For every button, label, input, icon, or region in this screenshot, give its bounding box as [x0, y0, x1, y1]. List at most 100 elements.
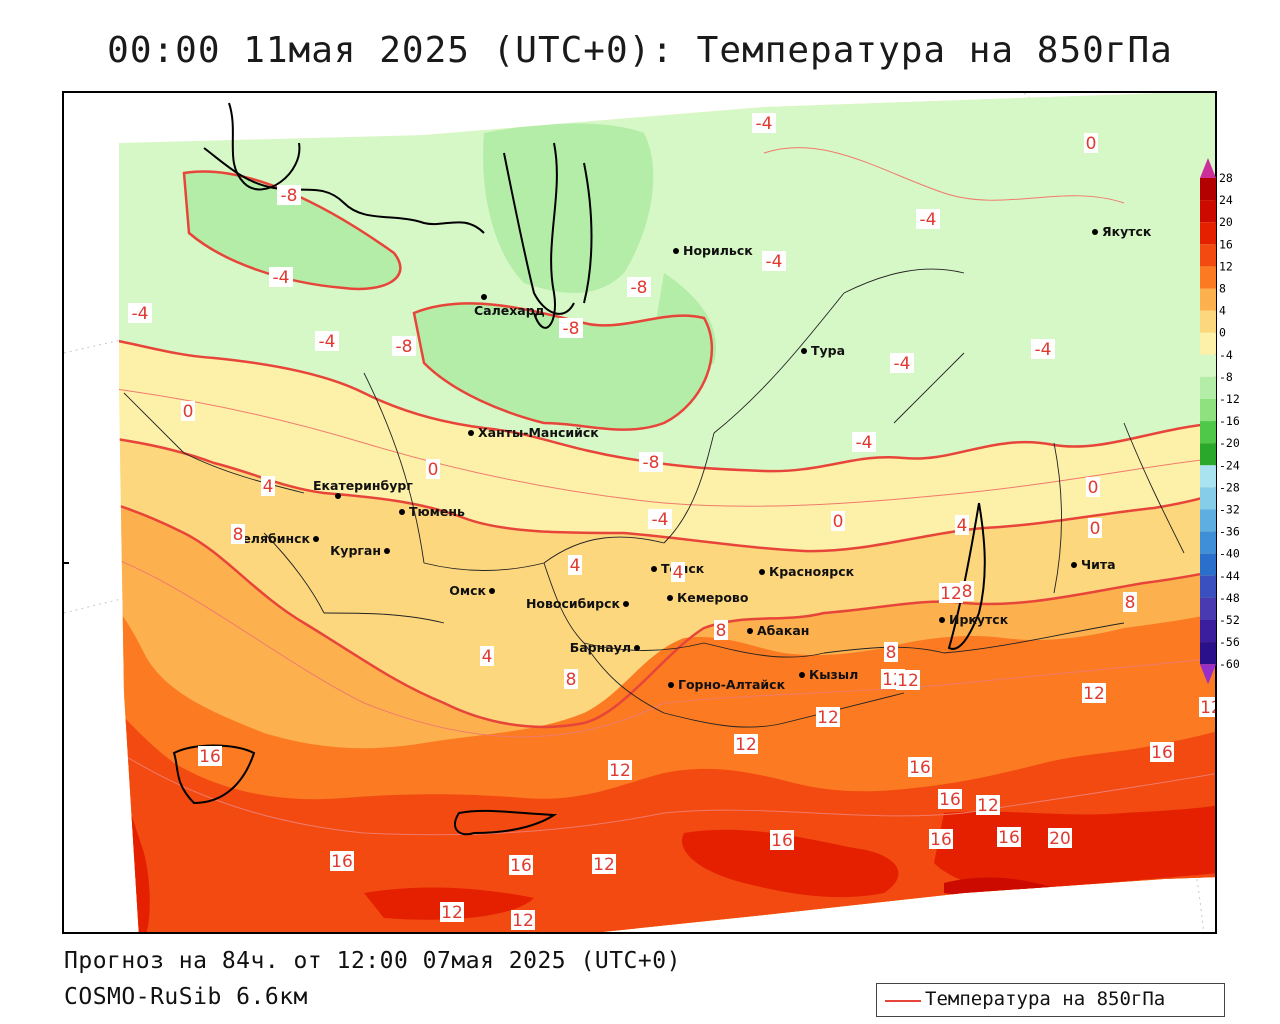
contour-value-label: 4	[671, 562, 685, 583]
contour-value-label: 12	[608, 760, 632, 781]
colorbar-tick-label: 28	[1219, 171, 1233, 185]
svg-text:-4: -4	[319, 332, 336, 352]
contour-value-label: 4	[261, 476, 275, 497]
city-marker: Норильск	[673, 243, 753, 258]
contour-value-label: 16	[997, 827, 1021, 848]
city-marker: Горно-Алтайск	[668, 677, 786, 692]
svg-text:12: 12	[1200, 698, 1217, 718]
svg-text:4: 4	[263, 477, 274, 497]
contour-value-label: 12	[1082, 683, 1106, 704]
city-marker: Якутск	[1092, 224, 1152, 239]
contour-value-label: 12	[1199, 697, 1217, 718]
svg-text:0: 0	[1090, 519, 1101, 539]
legend-label: Температура на 850гПа	[925, 988, 1166, 1010]
contour-value-label: 4	[955, 515, 969, 536]
temperature-map[interactable]: Норильск Якутск Салехард Тура Ханты-Мансийск…	[62, 91, 1217, 934]
svg-text:12: 12	[441, 903, 463, 923]
colorbar-box	[1200, 200, 1216, 223]
contour-value-label: -8	[639, 452, 663, 473]
city-label: Курган	[330, 543, 381, 558]
colorbar-box	[1200, 421, 1216, 444]
svg-text:8: 8	[716, 621, 727, 641]
svg-text:8: 8	[962, 582, 973, 602]
svg-text:-8: -8	[396, 337, 413, 357]
svg-text:16: 16	[771, 831, 793, 851]
colorbar-tick-label: -20	[1219, 436, 1240, 450]
colorbar-box	[1200, 178, 1216, 201]
colorbar-tick-label: -40	[1219, 547, 1240, 561]
svg-text:12: 12	[1083, 684, 1105, 704]
contour-value-label: 0	[1084, 133, 1098, 154]
colorbar: 28 24 20 16 12 8 4 0 -4 -8 -12 -16 -20 -24 -28 -32 -36 -4…	[1200, 158, 1240, 685]
svg-text:12: 12	[817, 708, 839, 728]
city-dot	[384, 548, 390, 554]
contour-value-label: 16	[929, 829, 953, 850]
city-dot	[313, 536, 319, 542]
contour-value-label: 20	[1048, 828, 1072, 849]
colorbar-box	[1200, 642, 1216, 665]
city-label: Кемерово	[677, 590, 749, 605]
colorbar-box	[1200, 575, 1216, 598]
svg-text:8: 8	[1125, 593, 1136, 613]
contour-value-label: 4	[568, 555, 582, 576]
city-dot	[939, 617, 945, 623]
colorbar-tick-label: -16	[1219, 414, 1240, 428]
contour-value-label: 12	[939, 583, 963, 604]
svg-text:12: 12	[977, 796, 999, 816]
colorbar-box	[1200, 509, 1216, 532]
svg-text:4: 4	[957, 516, 968, 536]
contour-value-label: -4	[916, 209, 940, 230]
contour-value-label: 0	[1088, 518, 1102, 539]
contour-value-label: 8	[884, 642, 898, 663]
colorbar-tick-label: -52	[1219, 613, 1240, 627]
city-marker: Кызыл	[799, 667, 858, 682]
contour-value-label: 12	[440, 902, 464, 923]
svg-text:16: 16	[930, 830, 952, 850]
svg-text:8: 8	[233, 525, 244, 545]
admin-borders	[123, 268, 1185, 728]
colorbar-tick-label: -48	[1219, 591, 1240, 605]
colorbar-box	[1200, 531, 1216, 554]
svg-text:8: 8	[566, 670, 577, 690]
colorbar-box	[1200, 310, 1216, 333]
city-marker: Ханты-Мансийск	[468, 425, 599, 440]
colorbar-tick-label: -8	[1219, 370, 1233, 384]
city-label: Норильск	[683, 243, 753, 258]
contour-value-label: 8	[714, 620, 728, 641]
colorbar-tick-label: -32	[1219, 503, 1240, 517]
svg-text:-4: -4	[756, 114, 773, 134]
city-dot	[489, 588, 495, 594]
city-label: Барнаул	[570, 640, 631, 655]
city-marker: Тура	[801, 343, 845, 358]
colorbar-tick-label: 16	[1219, 237, 1233, 251]
contour-value-label: 12	[976, 795, 1000, 816]
city-label: Чита	[1081, 557, 1116, 572]
svg-text:-4: -4	[1035, 340, 1052, 360]
svg-text:-8: -8	[631, 278, 648, 298]
contour-value-label: 12	[511, 910, 535, 931]
svg-text:-4: -4	[920, 210, 937, 230]
svg-text:-4: -4	[132, 304, 149, 324]
city-marker: Кемерово	[667, 590, 749, 605]
city-marker: Новосибирск	[526, 596, 629, 611]
svg-text:-4: -4	[766, 252, 783, 272]
colorbar-box	[1200, 354, 1216, 377]
city-marker: Омск	[449, 583, 495, 598]
city-marker: Челябинск	[232, 531, 319, 546]
city-dot	[1071, 562, 1077, 568]
legend: Температура на 850гПа	[876, 983, 1225, 1017]
city-dot	[799, 672, 805, 678]
city-label: Якутск	[1102, 224, 1152, 239]
colorbar-tick-label: -44	[1219, 569, 1240, 583]
svg-text:12: 12	[940, 584, 962, 604]
city-dot	[399, 509, 405, 515]
contour-value-label: -4	[752, 113, 776, 134]
svg-text:16: 16	[331, 852, 353, 872]
svg-text:-8: -8	[281, 186, 298, 206]
contour-value-label: 16	[330, 851, 354, 872]
contour-value-label: -8	[627, 277, 651, 298]
contour-value-label: -4	[890, 353, 914, 374]
colorbar-box	[1200, 465, 1216, 488]
coastlines	[64, 102, 986, 836]
city-label: Абакан	[757, 623, 809, 638]
